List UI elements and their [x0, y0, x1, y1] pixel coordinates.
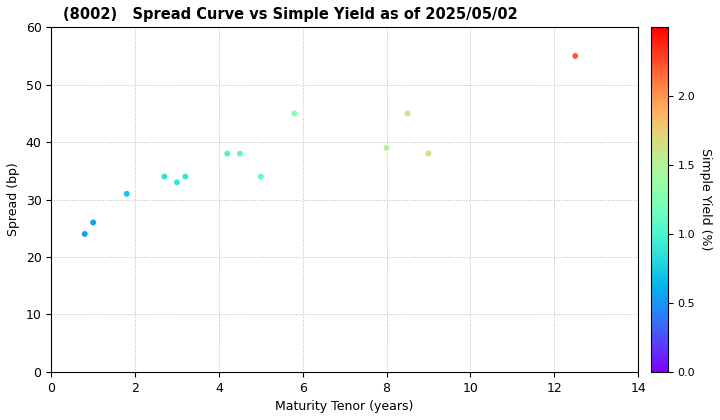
- Point: [234, 150, 246, 157]
- Point: [402, 110, 413, 117]
- Point: [570, 52, 581, 59]
- Point: [171, 179, 183, 186]
- Point: [222, 150, 233, 157]
- Point: [79, 231, 91, 237]
- Point: [423, 150, 434, 157]
- X-axis label: Maturity Tenor (years): Maturity Tenor (years): [276, 400, 414, 413]
- Point: [255, 173, 266, 180]
- Y-axis label: Simple Yield (%): Simple Yield (%): [699, 148, 712, 251]
- Text: (8002)   Spread Curve vs Simple Yield as of 2025/05/02: (8002) Spread Curve vs Simple Yield as o…: [63, 7, 518, 22]
- Point: [179, 173, 191, 180]
- Point: [158, 173, 170, 180]
- Point: [121, 190, 132, 197]
- Point: [87, 219, 99, 226]
- Point: [381, 144, 392, 151]
- Y-axis label: Spread (bp): Spread (bp): [7, 163, 20, 236]
- Point: [289, 110, 300, 117]
